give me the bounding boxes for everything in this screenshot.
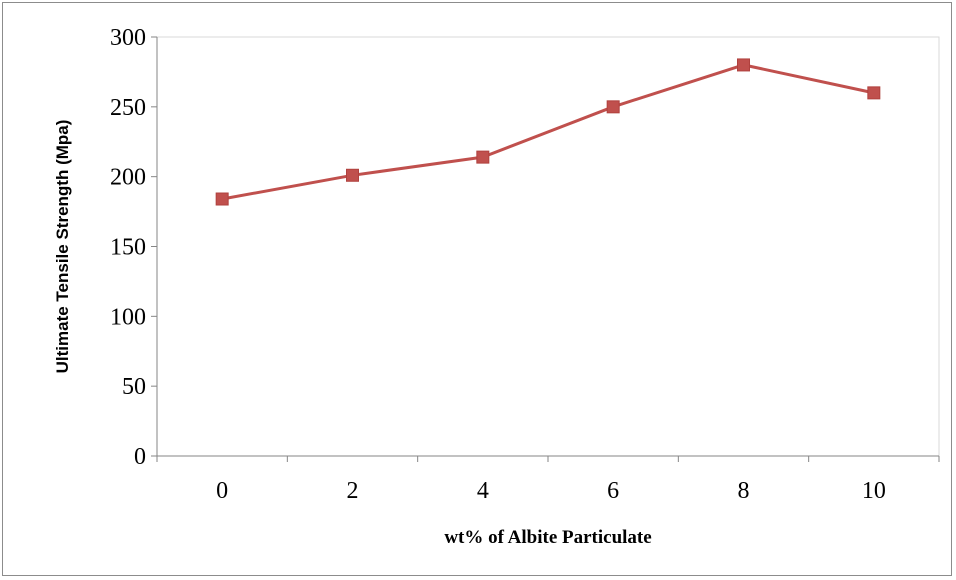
data-point-marker xyxy=(476,150,490,164)
data-point-marker xyxy=(606,100,620,114)
plot-area-border xyxy=(156,36,940,457)
y-tick-label: 150 xyxy=(110,235,146,261)
x-axis-title: wt% of Albite Particulate xyxy=(444,527,651,548)
data-point-marker xyxy=(215,192,229,206)
y-tick-label: 0 xyxy=(134,444,146,470)
y-axis-title: Ultimate Tensile Strength (Mpa) xyxy=(53,120,72,374)
x-tick-label: 0 xyxy=(216,478,228,504)
series-line xyxy=(221,63,875,201)
y-axis-ticks: 0 50 100 150 200 250 300 xyxy=(110,25,157,470)
x-tick-label: 8 xyxy=(738,478,750,504)
series-group xyxy=(215,58,881,206)
y-tick-label: 250 xyxy=(110,95,146,121)
data-point-marker xyxy=(346,168,359,182)
x-tick-label: 10 xyxy=(862,478,886,504)
x-axis-ticks: 0 2 4 6 8 10 xyxy=(156,456,940,504)
y-tick-label: 200 xyxy=(110,165,146,191)
x-tick-label: 6 xyxy=(607,478,619,504)
x-tick-label: 4 xyxy=(477,478,489,504)
y-tick-label: 300 xyxy=(110,25,146,51)
plot-border-group xyxy=(156,36,940,457)
x-tick-label: 2 xyxy=(347,478,359,504)
data-point-marker xyxy=(737,58,750,72)
data-point-marker xyxy=(867,86,881,100)
y-tick-label: 50 xyxy=(122,374,146,400)
y-tick-label: 100 xyxy=(110,304,146,330)
